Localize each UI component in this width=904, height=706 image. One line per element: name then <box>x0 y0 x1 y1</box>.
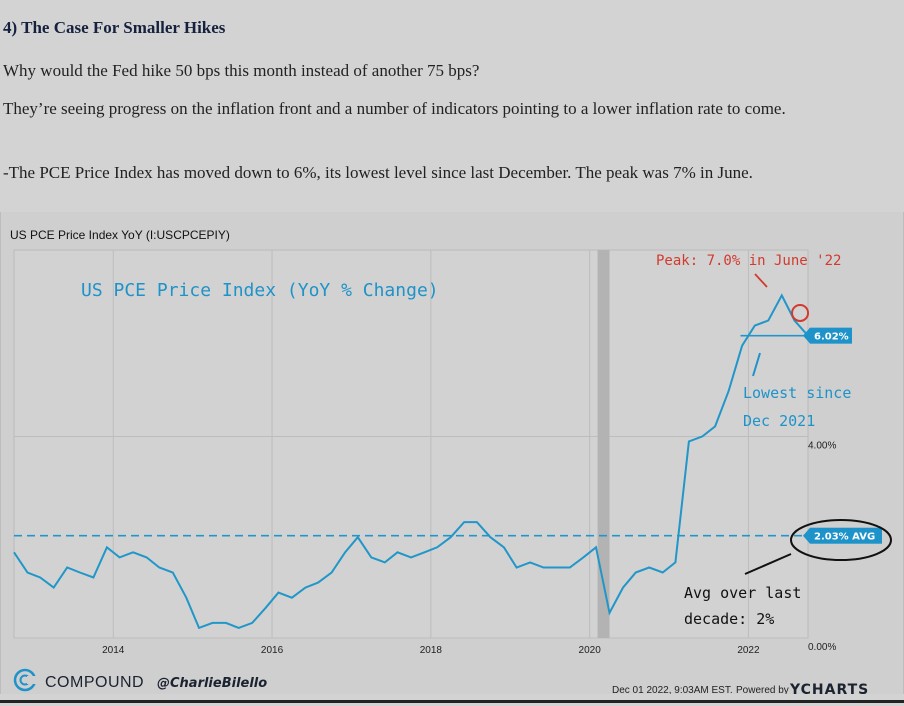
average-badge-arrow <box>803 527 810 544</box>
recession-shading <box>597 250 610 638</box>
brand-name: COMPOUND <box>45 674 144 691</box>
paragraph-2: They’re seeing progress on the inflation… <box>3 99 786 118</box>
value-badge-arrow <box>803 327 810 344</box>
pce-chart: US PCE Price Index YoY (I:USCPCEPIY) 201… <box>10 228 892 694</box>
annotation-peak: Peak: 7.0% in June '22 <box>656 253 841 269</box>
average-badge-bg <box>810 527 882 544</box>
peak-circle <box>791 303 810 322</box>
grid <box>14 250 808 639</box>
y-tick-label: 4.00% <box>808 440 836 451</box>
average-badge: 2.03% AVG <box>803 527 882 544</box>
x-tick-label: 2014 <box>102 645 125 656</box>
x-tick-label: 2022 <box>737 645 760 656</box>
x-tick-label: 2018 <box>420 645 443 656</box>
bottom-divider <box>0 700 904 703</box>
value-badge-label: 6.02% <box>814 332 849 343</box>
brand-handle: @CharlieBilello <box>157 676 267 691</box>
annotation-avg-1: Avg over last <box>684 584 801 602</box>
paragraph-3: -The PCE Price Index has moved down to 6… <box>3 163 753 182</box>
plot-area <box>13 249 809 639</box>
ycharts-logo: YCHARTS <box>789 682 869 694</box>
y-tick-label: 0.00% <box>808 642 836 653</box>
average-badge-label: 2.03% AVG <box>814 532 875 543</box>
value-badge-bg <box>810 327 852 344</box>
section-heading: 4) The Case For Smaller Hikes <box>3 18 226 37</box>
axis-ticks: 2014 2016 2018 2020 2022 0.00% 4.00% <box>102 440 836 656</box>
average-pointer <box>744 553 792 575</box>
compound-logo: COMPOUND @CharlieBilello <box>13 668 267 692</box>
chart-panel: US PCE Price Index YoY (I:USCPCEPIY) 201… <box>0 212 904 694</box>
chart-header: US PCE Price Index YoY (I:USCPCEPIY) <box>10 228 230 242</box>
peak-pointer <box>754 273 768 288</box>
value-badge: 6.02% <box>803 327 852 344</box>
x-tick-label: 2020 <box>579 645 602 656</box>
average-circle <box>790 519 892 561</box>
footer-powered-by: Powered by <box>736 685 789 694</box>
chart-title: US PCE Price Index (YoY % Change) <box>81 280 439 301</box>
footer-timestamp: Dec 01 2022, 9:03AM EST. <box>612 685 733 694</box>
annotation-lowest-1: Lowest since <box>743 384 851 402</box>
paragraph-1: Why would the Fed hike 50 bps this month… <box>3 61 480 80</box>
x-tick-label: 2016 <box>261 645 284 656</box>
series-line-pce <box>13 293 809 630</box>
annotation-avg-2: decade: 2% <box>684 610 774 628</box>
annotation-lowest-2: Dec 2021 <box>743 412 815 430</box>
lowest-pointer <box>752 352 761 377</box>
